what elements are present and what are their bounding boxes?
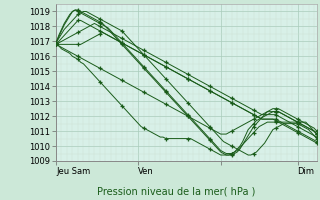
- Text: Pression niveau de la mer( hPa ): Pression niveau de la mer( hPa ): [97, 186, 255, 196]
